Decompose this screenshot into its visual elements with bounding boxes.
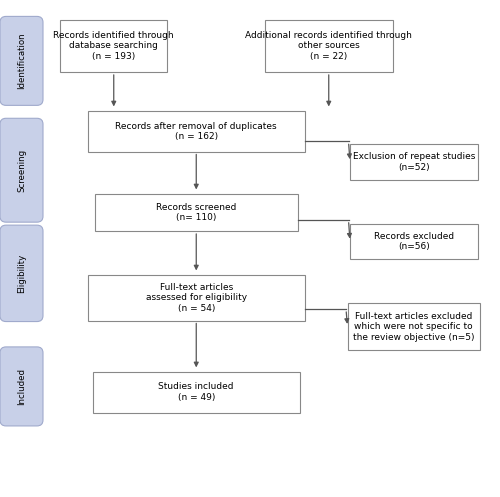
FancyBboxPatch shape — [95, 194, 298, 231]
Text: Eligibility: Eligibility — [17, 254, 26, 293]
Text: Records screened
(n= 110): Records screened (n= 110) — [156, 203, 236, 222]
Text: Records excluded
(n=56): Records excluded (n=56) — [374, 232, 454, 251]
Text: Additional records identified through
other sources
(n = 22): Additional records identified through ot… — [246, 31, 412, 61]
FancyBboxPatch shape — [60, 20, 168, 72]
FancyBboxPatch shape — [265, 20, 392, 72]
Text: Records identified through
database searching
(n = 193): Records identified through database sear… — [54, 31, 174, 61]
FancyBboxPatch shape — [92, 372, 300, 413]
FancyBboxPatch shape — [350, 224, 478, 259]
FancyBboxPatch shape — [0, 347, 43, 426]
FancyBboxPatch shape — [350, 144, 478, 180]
Text: Screening: Screening — [17, 149, 26, 192]
Text: Full-text articles
assessed for eligibility
(n = 54): Full-text articles assessed for eligibil… — [146, 283, 247, 313]
Text: Identification: Identification — [17, 33, 26, 89]
FancyBboxPatch shape — [0, 118, 43, 222]
Text: Records after removal of duplicates
(n = 162): Records after removal of duplicates (n =… — [116, 121, 277, 141]
Text: Studies included
(n = 49): Studies included (n = 49) — [158, 382, 234, 402]
Text: Included: Included — [17, 368, 26, 405]
Text: Full-text articles excluded
which were not specific to
the review objective (n=5: Full-text articles excluded which were n… — [353, 312, 474, 341]
Text: Exclusion of repeat studies
(n=52): Exclusion of repeat studies (n=52) — [352, 152, 475, 172]
FancyBboxPatch shape — [88, 275, 305, 321]
FancyBboxPatch shape — [88, 111, 305, 152]
FancyBboxPatch shape — [0, 16, 43, 105]
FancyBboxPatch shape — [348, 303, 480, 350]
FancyBboxPatch shape — [0, 225, 43, 322]
